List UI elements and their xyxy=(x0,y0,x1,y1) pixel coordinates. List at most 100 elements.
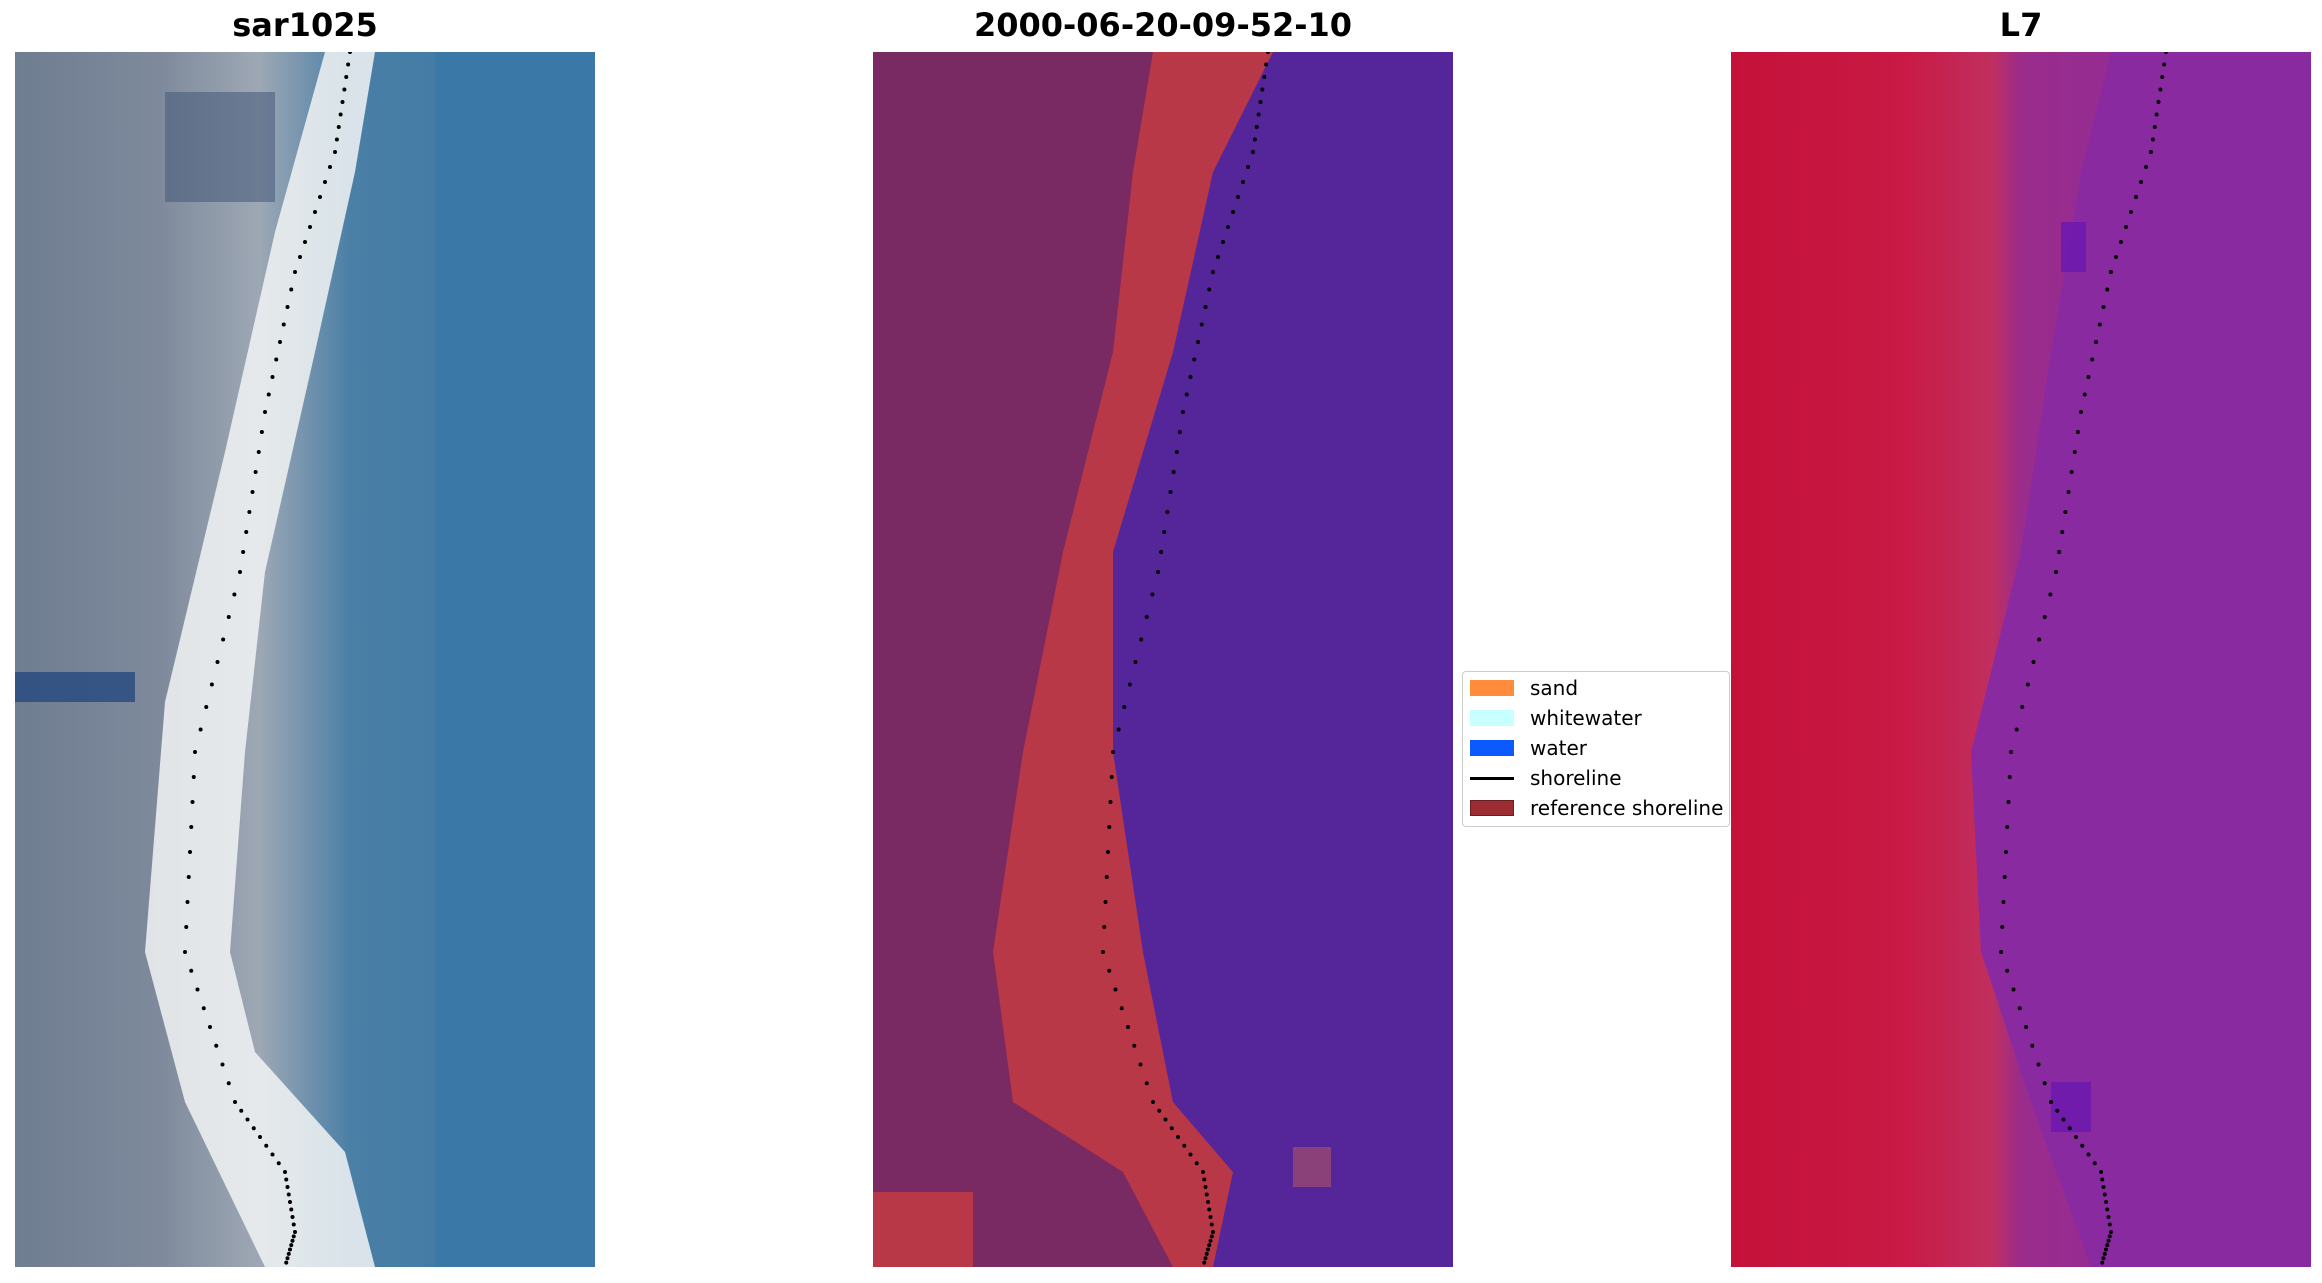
shoreline-dot xyxy=(278,340,282,344)
shoreline-dot xyxy=(1111,750,1115,754)
shoreline-dot xyxy=(2086,1152,2091,1157)
shoreline-dot xyxy=(2020,705,2025,709)
shoreline-dot xyxy=(2037,637,2042,642)
shoreline-dot xyxy=(1204,1251,1209,1256)
shoreline-dot xyxy=(285,1185,290,1189)
panel-title-l7: L7 xyxy=(1999,6,2043,44)
shoreline-dot xyxy=(263,410,267,414)
shoreline-dot xyxy=(2100,1177,2105,1182)
shoreline-dot xyxy=(2080,1143,2085,1148)
shoreline-dot xyxy=(328,165,332,169)
shoreline-dot xyxy=(1126,1025,1130,1029)
shoreline-dot xyxy=(1174,450,1179,454)
shoreline-dot xyxy=(1207,287,1212,292)
shoreline-dot xyxy=(2099,1170,2103,1174)
shoreline-dot xyxy=(2144,165,2148,169)
shoreline-dot xyxy=(2102,1192,2107,1197)
shoreline-dot xyxy=(2092,1161,2097,1166)
shoreline-dot xyxy=(2160,75,2165,79)
shoreline-dot xyxy=(2057,550,2062,554)
shoreline-dot xyxy=(2006,800,2011,804)
shoreline-dot xyxy=(2086,375,2091,379)
shoreline-dot xyxy=(346,62,351,67)
shoreline-dot xyxy=(238,570,242,574)
shoreline-dot xyxy=(2063,510,2068,514)
shoreline-dot xyxy=(185,900,190,904)
shoreline-dot xyxy=(2042,615,2047,619)
shoreline-dot xyxy=(189,825,194,829)
shoreline-dot xyxy=(1119,1006,1124,1011)
shoreline-dot xyxy=(2007,775,2012,779)
shoreline-dot xyxy=(195,987,200,992)
shoreline-dot xyxy=(184,925,189,929)
shoreline-dot xyxy=(1211,1230,1215,1234)
shoreline-dot xyxy=(1169,1126,1174,1131)
shoreline-dot xyxy=(340,100,345,104)
shoreline-dot xyxy=(2114,255,2118,259)
shoreline-dot xyxy=(258,1135,262,1139)
shoreline-dot xyxy=(313,210,317,214)
shoreline-dot xyxy=(247,510,252,514)
legend-label-water: water xyxy=(1530,736,1587,760)
shoreline-dot xyxy=(2075,430,2080,434)
shoreline-dot xyxy=(1188,1152,1193,1157)
legend-swatch-sand xyxy=(1470,680,1514,696)
shoreline-dot xyxy=(1203,305,1208,309)
shoreline-dot xyxy=(251,1126,256,1131)
legend-swatch-whitewater xyxy=(1470,710,1514,726)
shoreline-dot xyxy=(1184,392,1189,397)
shoreline-dot xyxy=(1246,165,1250,169)
shoreline-dot xyxy=(2009,750,2013,754)
shoreline-dot xyxy=(290,1238,295,1243)
shoreline-dot xyxy=(1144,615,1149,619)
shoreline-dot xyxy=(290,1215,295,1219)
shoreline-dot xyxy=(286,1251,291,1256)
shoreline-dot xyxy=(1168,490,1173,494)
shoreline-dot xyxy=(1162,530,1167,534)
shoreline-dot xyxy=(2036,1062,2041,1067)
shoreline-dot xyxy=(293,1230,297,1234)
shoreline-dot xyxy=(1251,150,1255,154)
shoreline-dot xyxy=(183,950,187,954)
shoreline-dot xyxy=(191,775,196,779)
shoreline-dot xyxy=(233,1100,237,1104)
shoreline-dot xyxy=(291,1222,296,1227)
shoreline-dot xyxy=(2105,287,2110,292)
shoreline-dot xyxy=(2066,490,2071,494)
shoreline-dot xyxy=(270,375,275,379)
shoreline-dot xyxy=(2024,1025,2028,1029)
shoreline-dot xyxy=(266,392,271,397)
shoreline-dot xyxy=(1236,195,1240,199)
shoreline-dot xyxy=(1165,510,1170,514)
shoreline-dot xyxy=(1203,1256,1208,1261)
shoreline-dot xyxy=(1132,1043,1137,1048)
shoreline-dot xyxy=(1107,968,1112,973)
shoreline-dot xyxy=(2011,987,2016,992)
shoreline-dot xyxy=(2067,1126,2072,1131)
shoreline-dot xyxy=(1196,340,1200,344)
shoreline-dot xyxy=(2005,825,2010,829)
shoreline-dot xyxy=(2107,1234,2112,1239)
shoreline-dot xyxy=(1260,87,1265,92)
shoreline-dot xyxy=(253,470,258,474)
shoreline-dot xyxy=(274,357,279,362)
shoreline-dot xyxy=(2152,125,2157,129)
shoreline-dot xyxy=(1116,727,1121,732)
shoreline-dot xyxy=(1999,950,2003,954)
shoreline-dot xyxy=(1231,210,1235,214)
shoreline-dot xyxy=(1163,1117,1168,1122)
shoreline-dot xyxy=(1106,850,1110,854)
shoreline-dot xyxy=(1211,270,1215,274)
shoreline-dot xyxy=(298,255,302,259)
shoreline-dot xyxy=(186,875,191,879)
shoreline-dot xyxy=(2049,1100,2053,1104)
shoreline-dot xyxy=(1133,660,1138,664)
shoreline-dot xyxy=(2090,357,2095,362)
shoreline-dot xyxy=(1182,1143,1187,1148)
shoreline-dot xyxy=(318,195,322,199)
legend: sand whitewater water shoreline referenc… xyxy=(1462,671,1730,827)
shoreline-dot xyxy=(1107,825,1112,829)
shoreline-dot xyxy=(2129,210,2133,214)
shoreline-dot xyxy=(2017,1006,2022,1011)
shoreline-dot xyxy=(1177,430,1182,434)
